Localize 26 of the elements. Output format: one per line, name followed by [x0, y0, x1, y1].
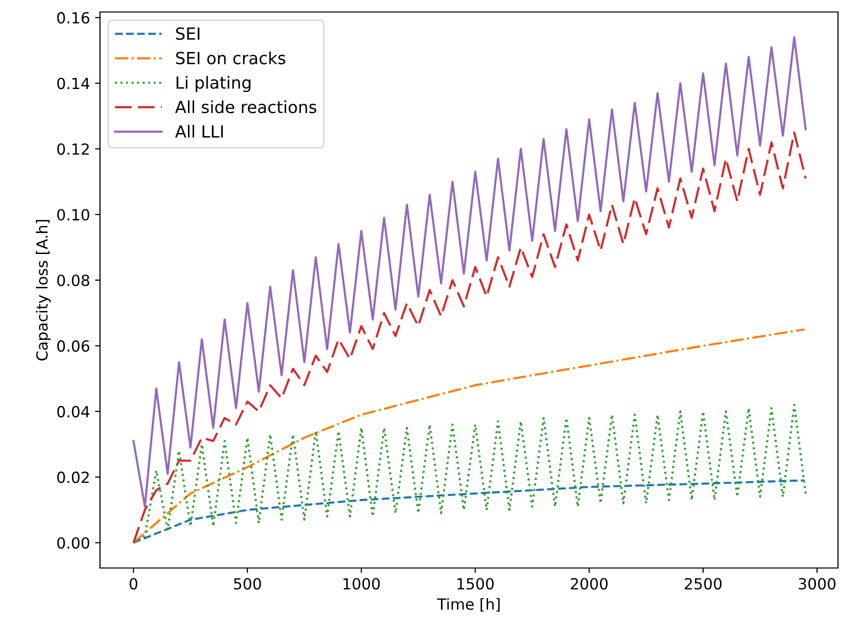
- line-series: [132, 479, 806, 544]
- y-axis-title: Capacity loss [A.h]: [36, 220, 51, 360]
- legend-label: SEI: [176, 27, 200, 40]
- y-tick-label: 0.00: [57, 537, 90, 549]
- legend-label: Li plating: [176, 76, 250, 92]
- y-tick-label: 0.16: [57, 12, 90, 24]
- x-tick-label: 500: [234, 578, 261, 590]
- x-axis-title: Time [h]: [437, 598, 500, 612]
- x-tick-label: 2000: [570, 578, 608, 590]
- y-tick-label: 0.12: [57, 143, 89, 155]
- line-series: [132, 404, 807, 544]
- legend-label: All side reactions: [175, 100, 316, 114]
- x-tick-label: 1500: [458, 578, 494, 590]
- x-tick-label: 1000: [344, 578, 380, 590]
- y-tick-label: 0.02: [57, 472, 89, 484]
- y-tick-label: 0.08: [57, 274, 90, 286]
- x-tick-label: 2500: [684, 578, 722, 590]
- x-tick-label: 0: [130, 578, 138, 590]
- x-tick-label: 3000: [798, 578, 836, 590]
- y-tick-label: 0.10: [57, 208, 90, 221]
- legend-label: All LLI: [175, 124, 223, 138]
- legend-label: SEI on cracks: [176, 51, 286, 64]
- y-tick-label: 0.14: [57, 78, 90, 90]
- y-tick-label: 0.06: [57, 340, 90, 352]
- y-tick-label: 0.04: [57, 406, 90, 418]
- line-series: [132, 328, 806, 544]
